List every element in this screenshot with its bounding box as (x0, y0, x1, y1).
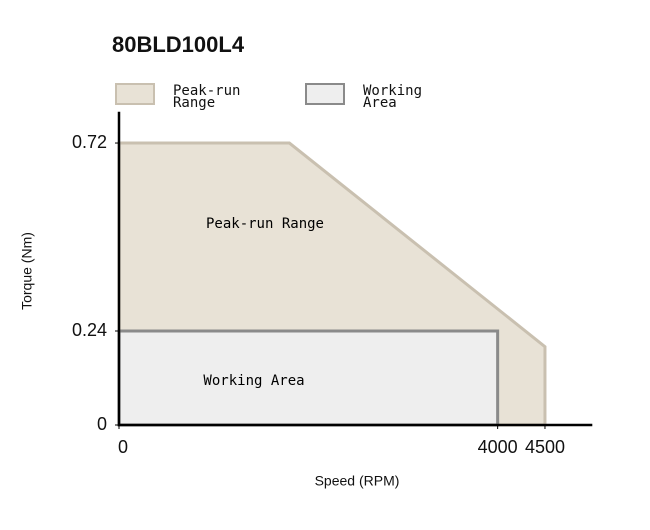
legend-swatch (115, 83, 155, 105)
y-tick-label: 0.72 (72, 132, 107, 152)
area (117, 329, 500, 427)
y-tick-label: 0 (97, 414, 107, 434)
x-tick-label: 4500 (525, 437, 565, 457)
y-axis-label: Torque (Nm) (19, 232, 35, 310)
legend-label: Working Area (363, 83, 423, 111)
legend-label: Peak-run Range (173, 83, 241, 111)
chart-title: 80BLD100L4 (112, 32, 245, 57)
area-label: Peak-run Range (206, 216, 324, 232)
x-tick-label: 0 (118, 437, 128, 457)
x-tick-label: 4000 (478, 437, 518, 457)
y-tick-label: 0.24 (72, 320, 107, 340)
area-label: Working Area (203, 373, 304, 389)
legend-swatch (305, 83, 345, 105)
x-axis-label: Speed (RPM) (315, 473, 400, 489)
